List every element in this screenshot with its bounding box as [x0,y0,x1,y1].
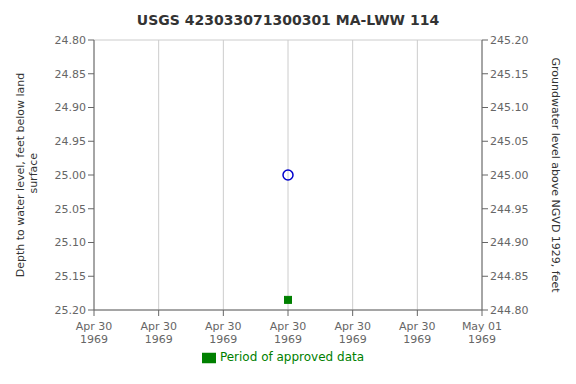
svg-text:24.95: 24.95 [55,135,87,148]
svg-text:25.00: 25.00 [55,169,87,182]
svg-text:245.15: 245.15 [490,68,529,81]
svg-text:Apr 301969: Apr 301969 [76,320,113,346]
svg-text:245.20: 245.20 [490,34,529,47]
svg-text:24.85: 24.85 [55,68,87,81]
svg-text:Apr 301969: Apr 301969 [140,320,177,346]
svg-text:24.90: 24.90 [55,101,87,114]
svg-text:24.80: 24.80 [55,34,87,47]
svg-text:Depth to water level, feet bel: Depth to water level, feet below land su… [14,73,40,278]
svg-text:245.10: 245.10 [490,101,529,114]
svg-text:245.00: 245.00 [490,169,529,182]
svg-text:244.95: 244.95 [490,203,529,216]
svg-text:25.20: 25.20 [55,304,87,317]
svg-text:244.85: 244.85 [490,270,529,283]
svg-text:244.90: 244.90 [490,236,529,249]
svg-text:Apr 301969: Apr 301969 [205,320,242,346]
svg-text:245.05: 245.05 [490,135,529,148]
svg-text:May 011969: May 011969 [462,320,502,346]
svg-text:25.05: 25.05 [55,203,87,216]
svg-text:Apr 301969: Apr 301969 [334,320,371,346]
svg-text:Apr 301969: Apr 301969 [270,320,307,346]
html-text:Period of approved data: Period of approved data [219,350,365,364]
svg-text:Apr 301969: Apr 301969 [399,320,436,346]
svg-text:25.10: 25.10 [55,236,87,249]
svg-text:244.80: 244.80 [490,304,529,317]
svg-text:25.15: 25.15 [55,270,87,283]
html-text:USGS 423033071300301 MA-LWW 11: USGS 423033071300301 MA-LWW 114 [136,12,440,28]
svg-text:Groundwater level above NGVD 1: Groundwater level above NGVD 1929, feet [549,57,562,293]
